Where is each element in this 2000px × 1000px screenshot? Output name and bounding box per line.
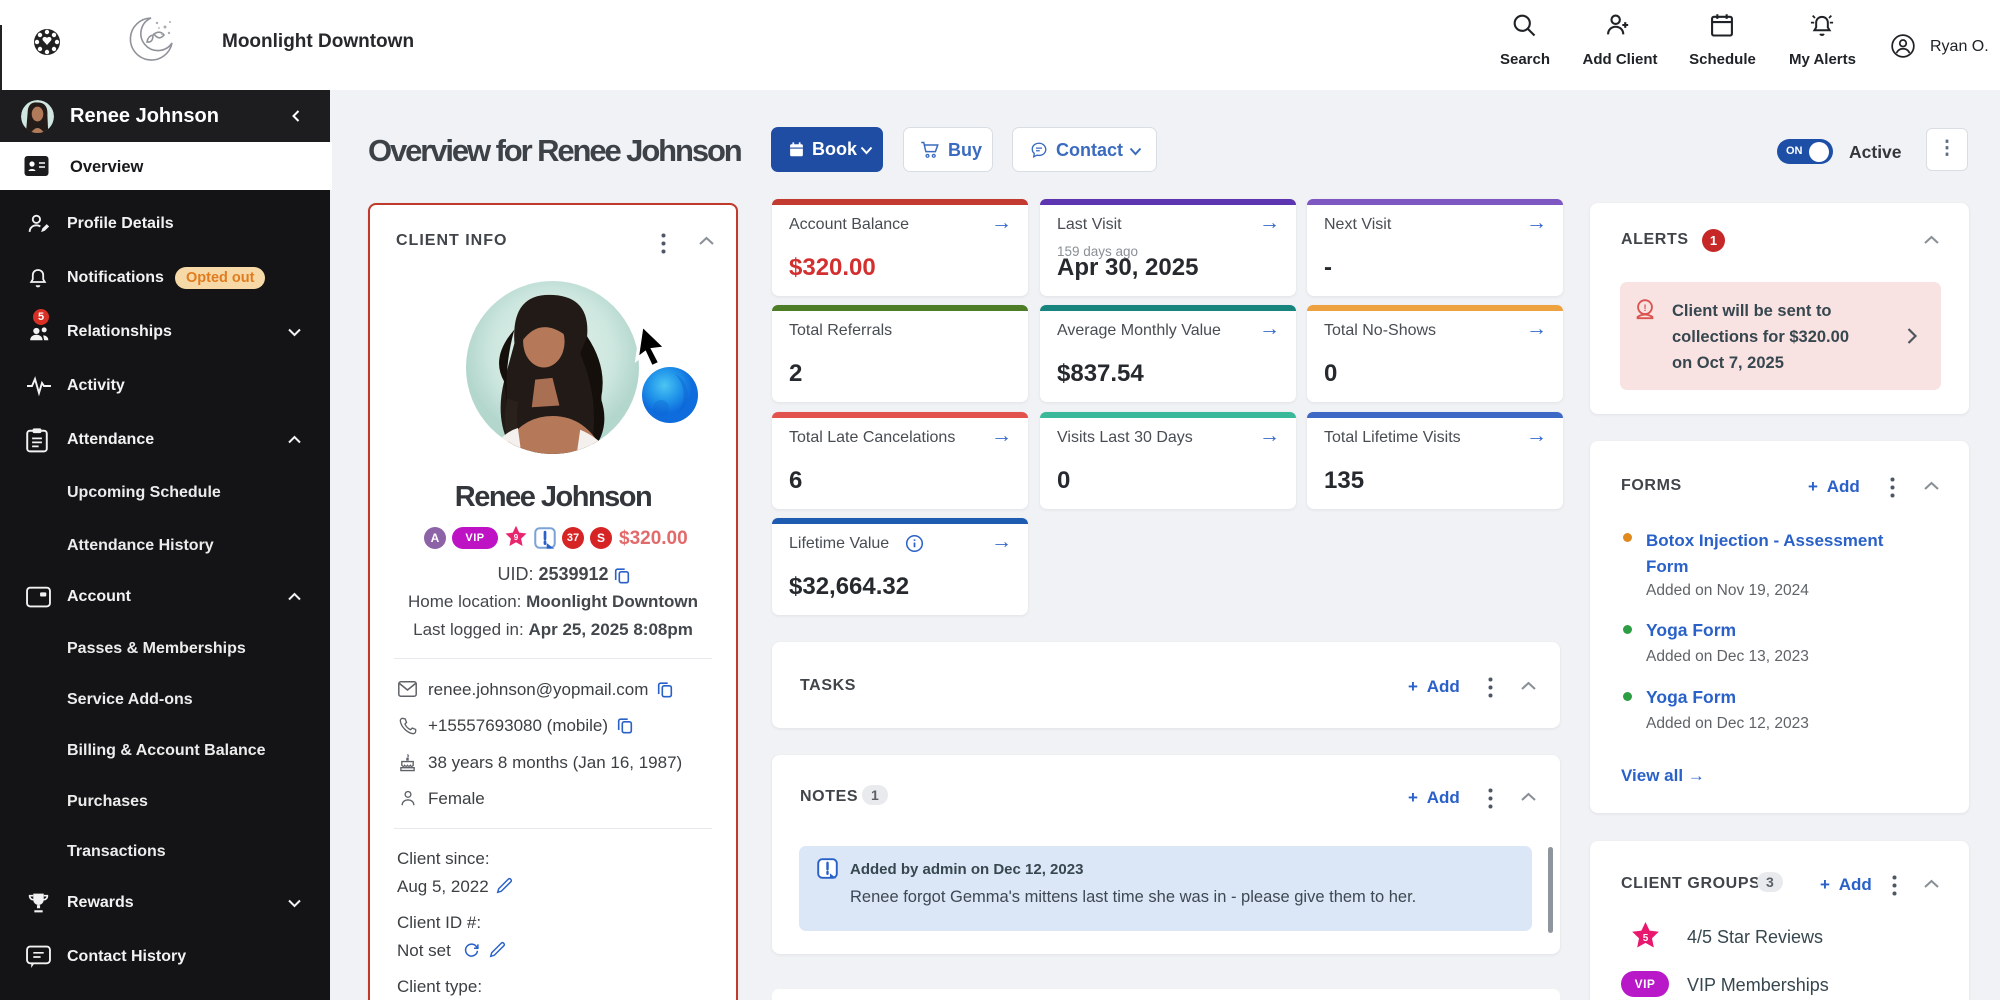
svg-text:5: 5 [1643,933,1649,944]
svg-text:!: ! [1643,303,1646,313]
svg-text:9: 9 [514,533,519,542]
